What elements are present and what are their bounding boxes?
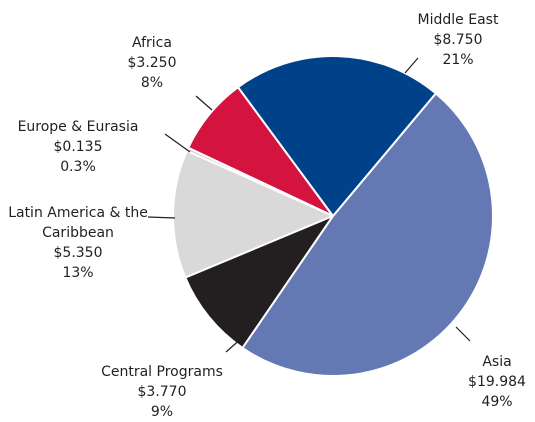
value-label: $3.250 — [127, 55, 177, 71]
pie-slice — [172, 149, 336, 279]
percent-label: 13% — [62, 265, 94, 281]
value-label: $3.770 — [137, 384, 187, 400]
pie-slice — [236, 55, 438, 218]
value-label: $8.750 — [433, 32, 483, 48]
slice-label: Latin America & the Caribbean $5.350 13% — [3, 203, 153, 283]
slice-label: Central Programs $3.770 9% — [82, 362, 242, 422]
value-label: $19.984 — [468, 374, 526, 390]
percent-label: 0.3% — [60, 159, 96, 175]
leader-line — [164, 133, 191, 153]
leader-line — [147, 216, 176, 219]
category-name: Europe & Eurasia — [17, 119, 139, 135]
value-label: $0.135 — [53, 139, 103, 155]
leader-line — [455, 326, 471, 342]
percent-label: 21% — [442, 52, 474, 68]
leader-line — [195, 95, 213, 111]
slice-label: Africa $3.250 8% — [102, 33, 202, 93]
category-name: Latin America & the Caribbean — [8, 205, 148, 241]
slice-label: Europe & Eurasia $0.135 0.3% — [3, 117, 153, 177]
pie-slice — [241, 91, 494, 377]
category-name: Central Programs — [101, 364, 223, 380]
category-name: Middle East — [417, 12, 499, 28]
percent-label: 9% — [150, 404, 174, 420]
leaders — [147, 57, 471, 353]
leader-line — [225, 336, 244, 353]
leader-line — [404, 57, 419, 74]
category-name: Asia — [482, 354, 512, 370]
slice-label: Asia $19.984 49% — [452, 352, 535, 412]
percent-label: 49% — [481, 394, 513, 410]
percent-label: 8% — [140, 75, 164, 91]
slice-label: Middle East $8.750 21% — [398, 10, 518, 70]
category-name: Africa — [132, 35, 172, 51]
value-label: $5.350 — [53, 245, 103, 261]
pie-slice — [184, 213, 336, 350]
